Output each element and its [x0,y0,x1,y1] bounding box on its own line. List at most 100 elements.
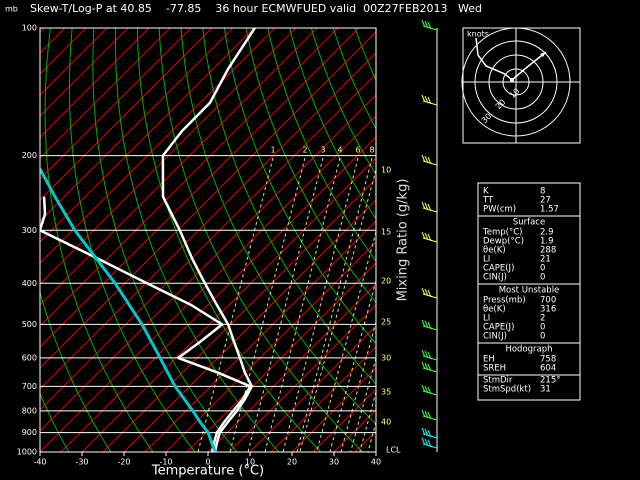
index-label: CAPE(J) [483,323,514,333]
index-value: 8 [540,187,545,197]
wind-barb [421,319,438,331]
mixing-ratio-label: 2 [302,146,307,155]
wind-barb [421,287,438,299]
index-label: CAPE(J) [483,264,514,274]
isotherm [40,28,108,96]
index-value: 27 [540,196,551,206]
mixing-ratio-line [359,391,376,452]
wind-barb [421,201,438,213]
x-tick-label: 30 [329,458,339,467]
index-value: 0 [540,323,545,333]
x-tick-label: -40 [33,458,46,467]
y-tick-label: 100 [22,24,37,33]
dry-adiabat [136,28,322,452]
isotherm [40,28,339,327]
mixing-ratio-line [316,231,376,452]
mixing-ratio-line [340,321,376,452]
isotherm [228,304,376,452]
x-tick-label: 20 [287,458,297,467]
wind-barb [421,94,438,106]
isotherm [207,283,376,452]
indices-panel [477,182,581,401]
mixing-ratio-line [299,169,376,452]
profiles [40,28,376,452]
index-value: 604 [540,364,556,374]
isotherm [291,367,376,452]
dry-adiabat [332,28,376,130]
mixing-ratio-label: 15 [381,228,391,237]
mixing-ratio-label: 30 [381,354,391,363]
dry-adiabat [289,28,376,220]
mixing-ratio-label: 8 [369,146,374,155]
isotherm [186,262,376,452]
isotherm [40,28,318,306]
index-label: LI [483,314,490,324]
isotherm [40,28,213,201]
mixing-ratio-line [264,157,341,452]
index-label: Press(mb) [483,296,526,306]
hodograph-arrow [540,52,546,57]
dry-adiabat [202,28,376,385]
index-value: 215° [540,376,560,386]
wind-barb [421,437,438,449]
y-tick-label: 900 [22,428,37,437]
isotherm [249,325,376,452]
dry-adiabat [223,28,376,345]
index-label: TT [482,196,494,206]
index-label: CIN(J) [483,332,507,342]
index-label: θe(K) [483,305,506,315]
wind-barb [421,384,438,396]
index-label: CIN(J) [483,273,507,283]
y-tick-label: 1000 [17,448,37,457]
y-axis-label: mb [5,5,18,14]
isotherm [40,28,150,138]
index-value: 758 [540,355,556,365]
mixing-ratio-label: 20 [381,277,391,286]
profile-line [40,196,252,452]
wind-barb [421,427,438,439]
index-label: K [483,187,489,197]
index-label: SREH [483,364,506,374]
index-value: 0 [540,273,545,283]
isotherm [40,28,192,180]
index-value: 0 [540,332,545,342]
dry-adiabat [267,28,376,262]
y-tick-label: 200 [22,151,37,160]
mixing-ratio-label: 35 [381,388,391,397]
mixing-ratio-label: 6 [355,146,360,155]
isotherm [0,28,23,452]
x-tick-label: 40 [371,458,381,467]
index-label: θe(K) [483,246,506,256]
mixing-ratio-label: 3 [320,146,325,155]
mixing-ratio-line [282,157,359,452]
mixing-ratio-line [350,357,376,452]
index-label: StmSpd(kt) [483,385,531,395]
mixing-ratio-line [197,157,274,452]
dry-adiabat [40,290,112,452]
index-label: StmDir [483,376,513,386]
isotherm [40,52,376,390]
hodograph-unit: knots [467,30,489,39]
isotherm [40,28,255,243]
index-value: 2.9 [540,228,554,238]
index-value: 2 [540,314,545,324]
isotherm [270,346,376,452]
dry-adiabat [92,28,238,452]
wind-barb [421,154,438,166]
dry-adiabat [180,28,376,426]
wind-barb [421,361,438,373]
y2-axis-label: Mixing Ratio (g/kg) [396,179,411,302]
x-tick-label: -30 [75,458,88,467]
isotherm [123,199,376,452]
hodograph: knots 10 20 30 [461,27,581,144]
hodograph-trace [475,37,547,81]
isotherm [60,136,376,452]
index-label: LI [483,255,490,265]
mixing-ratio-line [296,157,373,452]
wind-barb [421,409,438,421]
section-title: Most Unstable [499,286,560,296]
dry-adiabat [158,28,364,452]
isotherm [40,94,376,432]
